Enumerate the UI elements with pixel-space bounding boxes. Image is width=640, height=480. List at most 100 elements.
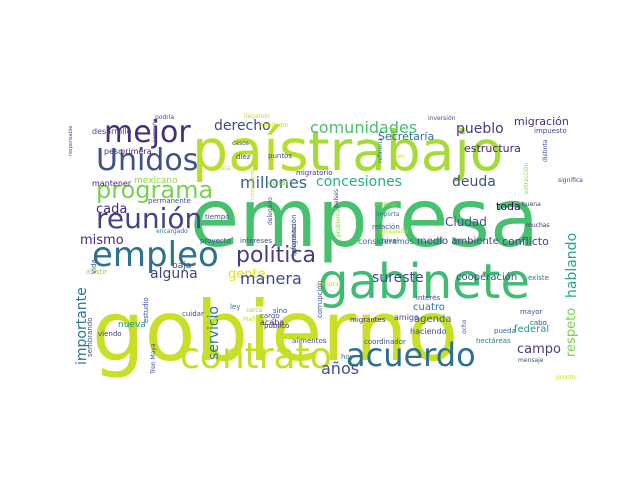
cloud-word: alrededor: [260, 122, 289, 129]
cloud-word: relación: [372, 223, 400, 231]
cloud-word: manera: [240, 269, 302, 288]
cloud-word: agenda: [414, 314, 451, 325]
cloud-word: corrupción: [316, 281, 324, 318]
cloud-word: permanente: [148, 197, 191, 205]
cloud-word: ley: [230, 303, 240, 311]
cloud-word: medio ambiente: [417, 236, 499, 247]
cloud-word: acaba: [260, 318, 284, 327]
cloud-word: distinta: [542, 139, 549, 162]
cloud-word: migrantes: [350, 316, 386, 324]
cloud-word: llegando: [244, 113, 270, 120]
cloud-word: concesiones: [316, 174, 402, 190]
cloud-word: proyecto: [200, 237, 231, 245]
cloud-word: pueblo: [456, 121, 504, 137]
cloud-word: derecho: [214, 118, 271, 134]
cloud-word: Mañana: [243, 316, 267, 323]
cloud-word: programa: [96, 176, 213, 204]
cloud-word: trabajo: [308, 119, 503, 183]
cloud-word: política: [236, 243, 316, 268]
cloud-word: cada: [96, 202, 127, 217]
cloud-word: peso: [104, 147, 123, 156]
cloud-word: cerca: [246, 307, 263, 314]
cloud-word: existe: [528, 274, 549, 282]
cloud-word: gobierno: [92, 283, 458, 380]
cloud-word: comunidades: [310, 118, 417, 137]
cloud-word: contrato: [180, 336, 332, 377]
cloud-word: cuatro: [413, 302, 445, 313]
cloud-word: cooperación: [456, 271, 517, 283]
cloud-word: estudio: [142, 297, 150, 323]
cloud-word: delegado: [267, 197, 274, 225]
cloud-word: millones: [240, 173, 307, 192]
cloud-word: asistir: [86, 268, 107, 276]
cloud-word: propósito: [380, 228, 408, 235]
cloud-word: servicio: [206, 306, 222, 360]
cloud-word: mejorar: [374, 201, 398, 208]
cloud-word: Tren Maya: [150, 343, 157, 375]
cloud-word: extracción: [523, 162, 530, 194]
cloud-word: preguntas: [291, 224, 298, 254]
cloud-word: sureste: [372, 270, 424, 286]
cloud-word: sembrando: [86, 317, 94, 357]
cloud-word: acuerdo: [346, 336, 476, 374]
cloud-word: puntos: [268, 152, 292, 160]
cloud-word: ocho: [461, 319, 468, 334]
cloud-word: podría: [155, 114, 174, 121]
cloud-word: reunión: [96, 202, 202, 235]
cloud-word: diez: [236, 153, 251, 161]
cloud-word: empleo: [92, 235, 219, 275]
cloud-word: mejor: [104, 115, 191, 150]
cloud-word: bien: [392, 153, 405, 160]
cloud-word: importa: [376, 211, 400, 218]
cloud-word: alimentos: [292, 337, 327, 345]
cloud-word: encargado: [156, 228, 188, 235]
cloud-word: tiempo: [205, 213, 230, 221]
cloud-word: estructura: [464, 142, 521, 155]
cloud-word: países: [333, 189, 340, 208]
cloud-word: país: [192, 118, 309, 184]
cloud-word: Unidos: [96, 143, 198, 178]
cloud-word: importante: [74, 287, 90, 365]
cloud-word: compra: [316, 281, 339, 288]
cloud-word: haciendo: [410, 327, 447, 336]
cloud-word: público: [264, 322, 289, 330]
cloud-word: migratorio: [296, 169, 333, 177]
cloud-word: hablando: [564, 233, 580, 298]
cloud-word: vista: [216, 165, 231, 172]
cloud-word: buena: [522, 201, 541, 208]
cloud-word: vida: [90, 259, 98, 274]
cloud-word: campo: [517, 342, 561, 357]
cloud-word: refinería: [377, 138, 384, 163]
cloud-word: gabinete: [318, 254, 530, 310]
cloud-word: hoy: [341, 353, 354, 361]
cloud-word: problema: [335, 208, 342, 237]
cloud-word: alguna: [150, 266, 198, 282]
cloud-word: muchas: [526, 222, 550, 229]
cloud-word: evitar: [268, 179, 288, 187]
cloud-word: Ciudad: [445, 215, 487, 229]
cloud-word: significa: [558, 177, 583, 184]
cloud-word: empresa: [190, 172, 539, 265]
cloud-word: deuda: [452, 174, 496, 190]
cloud-word: compañeros: [250, 169, 256, 200]
cloud-word: nueva: [118, 320, 146, 330]
cloud-word: nivel: [382, 237, 399, 245]
cloud-word: intereses: [240, 237, 272, 245]
cloud-word: migración: [514, 115, 569, 128]
cloud-word: federal: [514, 324, 549, 335]
cloud-word: información: [290, 214, 298, 256]
cloud-word: baja: [172, 261, 191, 271]
cloud-word: interés: [416, 294, 440, 302]
cloud-word: cargo: [260, 312, 280, 320]
cloud-word: responsable: [68, 126, 74, 156]
cloud-word: cuidar: [182, 310, 204, 318]
cloud-word: años: [321, 359, 359, 378]
cloud-word: respeto: [564, 308, 579, 357]
cloud-word: campaña: [152, 119, 158, 142]
cloud-word: consideramos: [358, 237, 414, 246]
cloud-word: inversión: [428, 115, 456, 122]
cloud-word: Secretaría: [378, 130, 434, 143]
cloud-word: toda: [496, 200, 521, 213]
cloud-word: sino: [273, 307, 287, 315]
cloud-word: viendo: [98, 330, 122, 338]
